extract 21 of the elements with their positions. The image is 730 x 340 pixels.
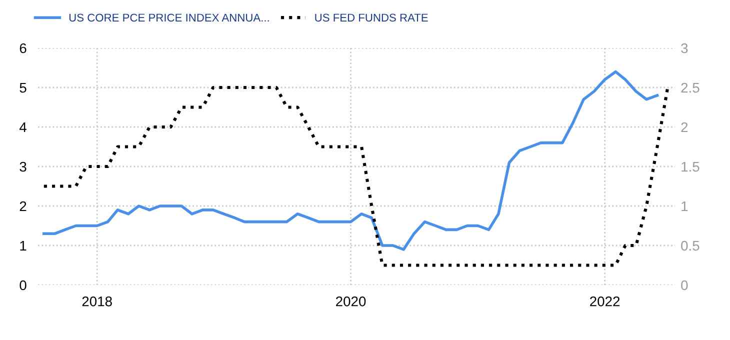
y2-tick-label: 0 [681,280,688,290]
x-tick-label: 2018 [82,296,112,306]
line-series [42,86,670,267]
y2-tick-label: 2.5 [681,82,700,93]
legend-label: US FED FUNDS RATE [315,14,428,22]
y2-tick-label: 3 [681,43,688,54]
line-series [42,70,659,251]
y-tick-label: 6 [20,43,26,54]
y-tick-label: 1 [20,240,26,251]
legend-label: US CORE PCE PRICE INDEX ANNUA... [69,14,269,22]
y-tick-label: 3 [20,162,26,172]
y2-tick-label: 2 [681,122,688,132]
y2-tick-label: 1.5 [682,162,700,172]
y2-tick-label: 1 [682,201,688,212]
y-tick-label: 2 [20,201,26,212]
x-tick-label: 2022 [590,296,620,306]
y2-tick-label: 0.5 [681,240,700,251]
y-tick-label: 0 [20,280,26,290]
y-tick-label: 5 [20,82,26,93]
y-tick-label: 4 [19,122,26,132]
x-tick-label: 2020 [336,296,366,306]
